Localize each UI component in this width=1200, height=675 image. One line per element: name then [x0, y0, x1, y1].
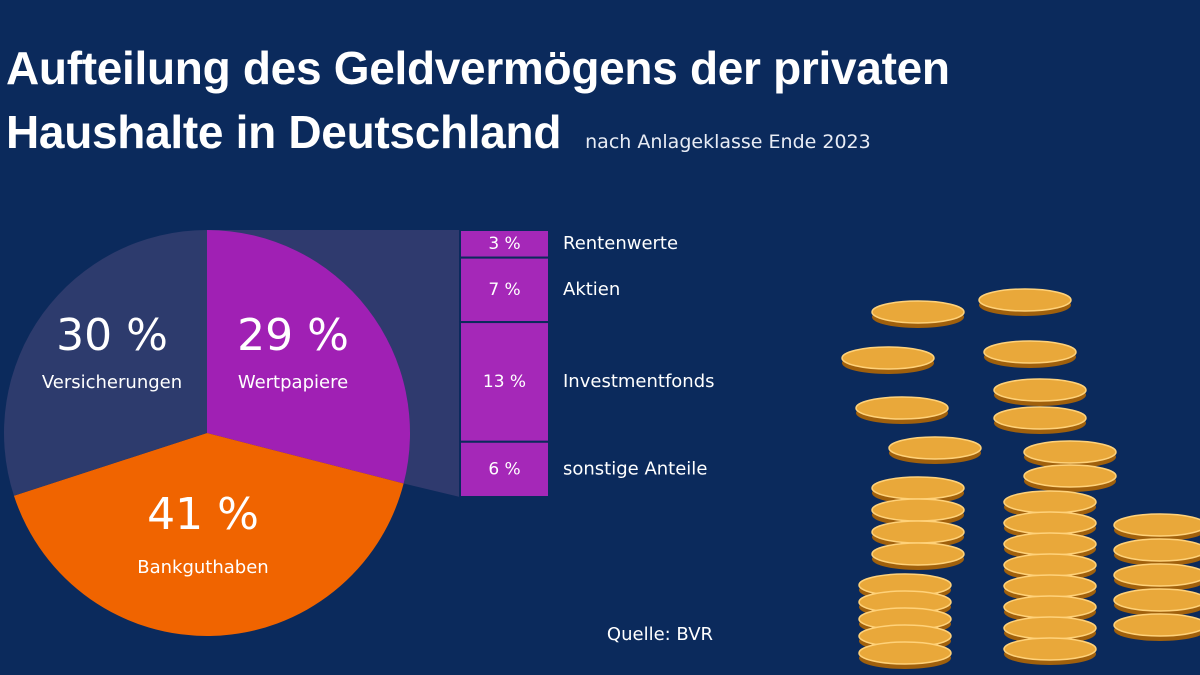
coin — [1003, 595, 1097, 619]
coin — [1003, 574, 1097, 598]
coin — [1113, 588, 1200, 612]
bar-segment — [459, 321, 550, 443]
coin — [888, 436, 982, 460]
coin — [871, 520, 965, 544]
chart-subtitle: nach Anlageklasse Ende 2023 — [585, 131, 871, 153]
bar-segment — [459, 440, 550, 498]
category-label: Investmentfonds — [563, 371, 715, 392]
coin — [871, 542, 965, 566]
coin — [1003, 553, 1097, 577]
coin — [1113, 563, 1200, 587]
coin — [1003, 637, 1097, 661]
coin — [1023, 440, 1117, 464]
value-label: 30 % — [56, 310, 168, 361]
coin — [993, 378, 1087, 402]
coin — [871, 476, 965, 500]
value-label: 41 % — [147, 489, 259, 540]
category-label: Rentenwerte — [563, 233, 678, 254]
category-label: Bankguthaben — [137, 557, 268, 578]
value-label: 3 % — [488, 234, 520, 254]
coin — [858, 641, 952, 665]
coin — [1003, 532, 1097, 556]
coin — [1113, 538, 1200, 562]
header: Aufteilung des Geldvermögens der private… — [6, 36, 1066, 164]
category-label: Aktien — [563, 279, 620, 300]
coin — [983, 340, 1077, 364]
coin — [1023, 464, 1117, 488]
coin — [855, 396, 949, 420]
coin — [978, 288, 1072, 312]
pie-slice — [13, 433, 404, 636]
category-label: Versicherungen — [42, 372, 182, 393]
coin — [993, 406, 1087, 430]
bar-segment — [459, 256, 550, 324]
category-label: Wertpapiere — [238, 372, 348, 393]
coin — [1003, 616, 1097, 640]
coin — [1113, 613, 1200, 637]
value-label: 13 % — [483, 372, 526, 392]
coin — [871, 300, 965, 324]
category-label: sonstige Anteile — [563, 458, 707, 479]
coin — [871, 498, 965, 522]
value-label: 6 % — [488, 459, 520, 479]
coin — [841, 346, 935, 370]
source: Quelle: BVR — [607, 624, 713, 645]
pie-slice — [3, 230, 208, 496]
coins-decoration — [841, 288, 1200, 669]
coin — [1113, 513, 1200, 537]
coin — [1003, 511, 1097, 535]
pie-slice — [207, 230, 411, 484]
value-label: 7 % — [488, 280, 520, 300]
value-label: 29 % — [237, 310, 349, 361]
coin — [1003, 490, 1097, 514]
chart-title: Aufteilung des Geldvermögens der private… — [6, 42, 950, 158]
